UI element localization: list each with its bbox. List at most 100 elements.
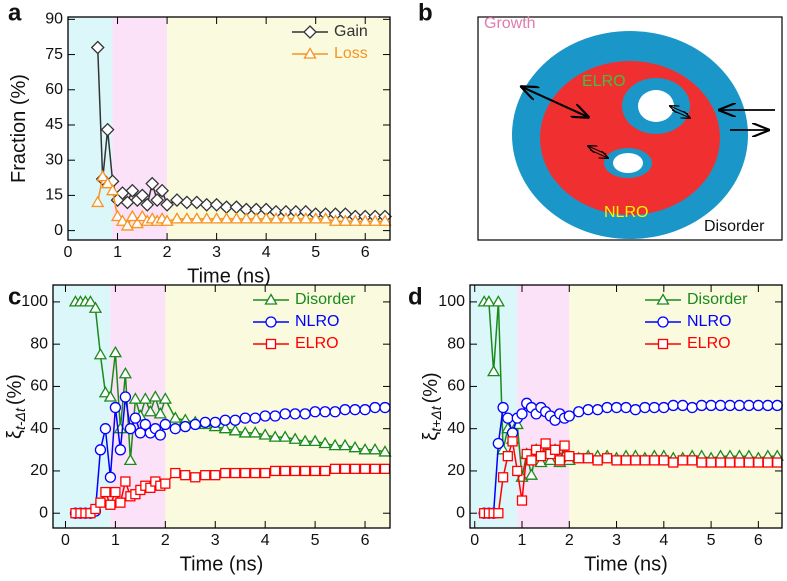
plot-frame	[469, 284, 783, 529]
marker	[630, 455, 641, 466]
y-tick-label: 0	[54, 222, 63, 239]
marker	[218, 421, 232, 434]
marker	[705, 399, 717, 412]
y-tick-label: 100	[438, 293, 465, 310]
marker	[512, 465, 523, 477]
marker	[153, 407, 167, 419]
marker	[135, 209, 149, 222]
marker	[219, 414, 231, 426]
x-tick-label: 0	[470, 532, 479, 549]
marker	[138, 392, 152, 404]
marker	[159, 418, 171, 431]
marker	[150, 193, 165, 208]
marker	[705, 457, 717, 468]
marker	[249, 212, 263, 224]
marker	[502, 412, 514, 424]
marker	[264, 293, 278, 305]
marker	[771, 399, 783, 412]
marker	[487, 364, 501, 377]
marker	[369, 401, 381, 414]
y-tick-label: 0	[39, 504, 48, 521]
marker	[278, 430, 292, 442]
marker	[259, 410, 271, 422]
marker	[318, 436, 332, 449]
marker	[573, 406, 585, 418]
marker	[209, 197, 224, 212]
y-axis-unit: (%)	[420, 372, 442, 403]
marker	[582, 404, 594, 416]
y-tick-label: 40	[30, 420, 48, 437]
x-tick-label: 1	[113, 244, 122, 261]
marker	[349, 404, 361, 416]
marker	[368, 443, 382, 455]
marker	[123, 453, 138, 466]
marker	[250, 467, 261, 479]
marker	[158, 392, 172, 404]
marker	[696, 457, 707, 468]
marker	[200, 212, 214, 224]
marker	[339, 463, 351, 474]
marker	[101, 176, 115, 189]
marker	[772, 457, 783, 468]
marker	[507, 436, 518, 447]
y-tick-label: 20	[30, 462, 48, 479]
marker	[238, 426, 252, 438]
marker	[90, 40, 105, 55]
marker	[601, 453, 613, 464]
marker	[110, 486, 121, 498]
marker	[338, 214, 353, 226]
marker	[359, 463, 371, 474]
marker	[677, 399, 689, 412]
marker	[378, 445, 392, 457]
x-tick-label: 2	[565, 532, 574, 549]
diagram-label: NLRO	[604, 204, 648, 221]
x-tick-label: 2	[161, 532, 170, 549]
legend-label: ELRO	[687, 335, 731, 352]
marker	[329, 463, 341, 474]
marker	[125, 183, 140, 198]
elro-core	[540, 61, 720, 215]
marker	[657, 316, 669, 328]
y-tick-label: 80	[30, 335, 48, 352]
marker	[554, 455, 565, 466]
marker	[611, 455, 622, 466]
marker	[169, 423, 181, 435]
marker	[219, 212, 234, 224]
marker	[95, 497, 106, 508]
marker	[516, 495, 528, 506]
marker	[502, 451, 513, 462]
marker	[93, 347, 108, 360]
marker	[657, 338, 669, 350]
marker	[135, 188, 150, 203]
y-axis-symbol: ξ	[420, 432, 442, 441]
marker	[289, 212, 303, 224]
marker	[103, 390, 118, 402]
marker	[280, 465, 291, 477]
marker	[265, 316, 277, 328]
marker	[110, 209, 125, 222]
x-axis-label: Time (ns)	[584, 553, 668, 575]
y-tick-label: 60	[45, 81, 63, 98]
marker	[493, 508, 504, 519]
marker	[289, 408, 301, 420]
marker	[160, 478, 171, 489]
marker	[210, 470, 221, 481]
x-tick-label: 2	[163, 244, 172, 261]
marker	[189, 195, 204, 210]
marker	[378, 214, 392, 226]
diagram-label: Growth	[484, 15, 536, 32]
x-tick-label: 4	[659, 532, 668, 549]
marker	[154, 429, 166, 441]
marker	[658, 401, 670, 414]
marker	[309, 465, 321, 477]
x-tick-label: 3	[612, 532, 621, 549]
marker	[379, 401, 391, 414]
marker	[248, 426, 262, 438]
marker	[268, 430, 282, 442]
marker	[160, 214, 174, 226]
marker	[124, 423, 137, 435]
marker	[240, 467, 251, 479]
marker	[125, 209, 140, 222]
marker	[170, 193, 184, 208]
